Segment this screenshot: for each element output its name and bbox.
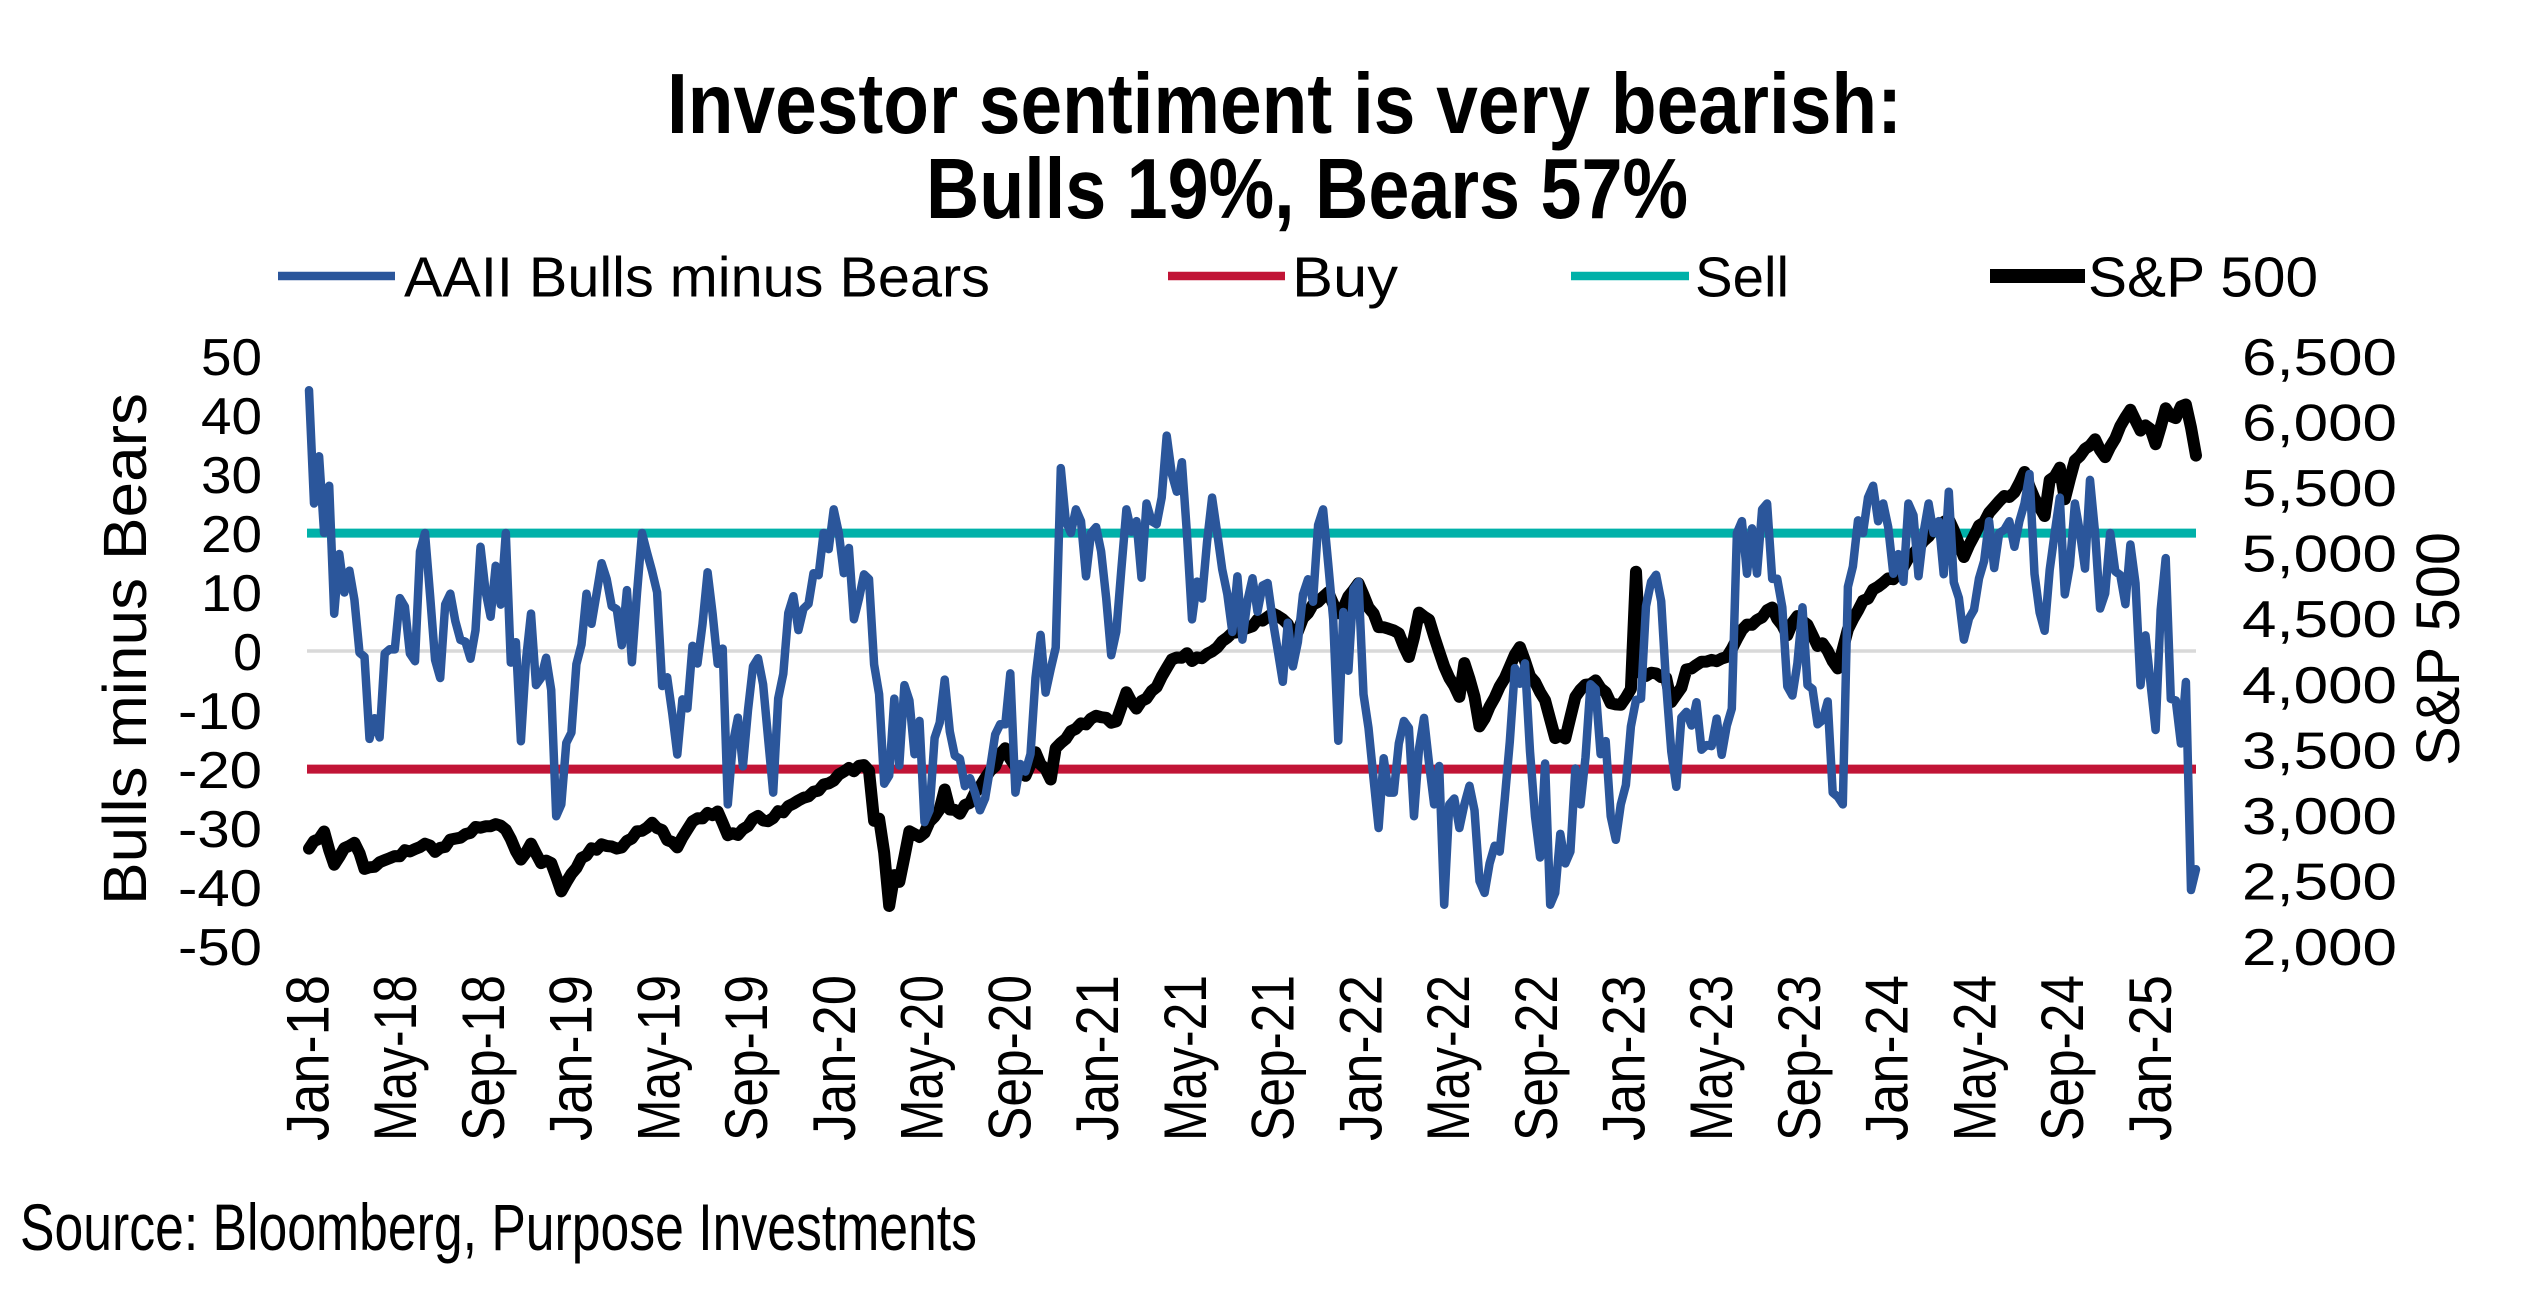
svg-text:40: 40 [201, 388, 262, 446]
svg-text:0: 0 [233, 624, 262, 682]
svg-text:S&P 500: S&P 500 [2088, 246, 2318, 310]
svg-text:Investor sentiment is very bea: Investor sentiment is very bearish: [667, 57, 1902, 152]
svg-text:Source: Bloomberg, Purpose Inv: Source: Bloomberg, Purpose Investments [20, 1190, 977, 1264]
svg-text:-40: -40 [178, 860, 262, 918]
svg-text:30: 30 [201, 447, 262, 505]
svg-text:10: 10 [201, 565, 262, 623]
svg-text:-50: -50 [178, 919, 262, 977]
svg-text:20: 20 [201, 506, 262, 564]
svg-text:Jan-20: Jan-20 [801, 975, 868, 1141]
svg-text:Bulls 19%, Bears 57%: Bulls 19%, Bears 57% [926, 142, 1688, 237]
svg-text:Sep-23: Sep-23 [1766, 975, 1833, 1141]
svg-text:Jan-21: Jan-21 [1064, 975, 1131, 1141]
svg-text:May-19: May-19 [625, 975, 692, 1141]
svg-text:-20: -20 [178, 742, 262, 800]
svg-text:May-22: May-22 [1415, 975, 1482, 1141]
svg-text:Jan-19: Jan-19 [538, 975, 605, 1141]
svg-text:Jan-25: Jan-25 [2117, 975, 2184, 1141]
svg-text:Sep-21: Sep-21 [1240, 975, 1307, 1141]
svg-text:Sep-22: Sep-22 [1503, 975, 1570, 1141]
svg-text:50: 50 [201, 329, 262, 387]
svg-text:6,000: 6,000 [2242, 395, 2397, 453]
svg-text:Sep-20: Sep-20 [976, 975, 1043, 1141]
svg-text:May-20: May-20 [889, 975, 956, 1141]
svg-text:May-18: May-18 [362, 975, 429, 1141]
svg-text:Jan-23: Jan-23 [1591, 975, 1658, 1141]
svg-text:May-24: May-24 [1941, 975, 2008, 1141]
svg-text:AAII Bulls minus Bears: AAII Bulls minus Bears [404, 246, 990, 310]
svg-text:Sep-24: Sep-24 [2029, 975, 2096, 1141]
svg-text:4,500: 4,500 [2242, 591, 2397, 649]
svg-text:Bulls minus Bears: Bulls minus Bears [91, 393, 159, 905]
svg-text:5,000: 5,000 [2242, 526, 2397, 584]
svg-text:May-21: May-21 [1152, 975, 1219, 1141]
svg-text:5,500: 5,500 [2242, 460, 2397, 518]
svg-text:4,000: 4,000 [2242, 657, 2397, 715]
svg-text:Jan-22: Jan-22 [1327, 975, 1394, 1141]
svg-text:S&P 500: S&P 500 [2404, 532, 2472, 766]
svg-text:2,500: 2,500 [2242, 853, 2397, 911]
svg-text:-10: -10 [178, 683, 262, 741]
svg-text:Buy: Buy [1292, 246, 1399, 310]
svg-text:-30: -30 [178, 801, 262, 859]
svg-text:3,000: 3,000 [2242, 788, 2397, 846]
svg-text:2,000: 2,000 [2242, 919, 2397, 977]
svg-text:6,500: 6,500 [2242, 329, 2397, 387]
svg-text:Jan-24: Jan-24 [1854, 975, 1921, 1141]
svg-text:3,500: 3,500 [2242, 722, 2397, 780]
svg-text:Sep-19: Sep-19 [713, 975, 780, 1141]
svg-text:Sell: Sell [1695, 246, 1789, 310]
svg-text:Sep-18: Sep-18 [450, 975, 517, 1141]
svg-text:May-23: May-23 [1678, 975, 1745, 1141]
svg-text:Jan-18: Jan-18 [275, 975, 342, 1141]
